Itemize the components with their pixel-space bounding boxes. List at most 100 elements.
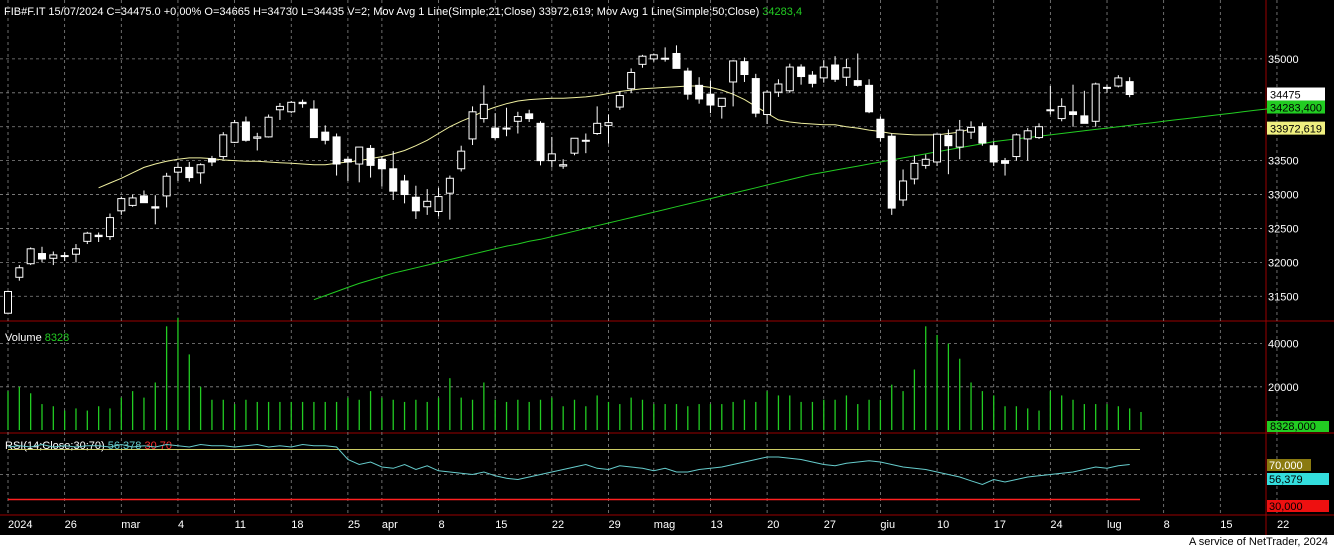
candle: [581, 139, 590, 142]
candle: [570, 137, 579, 154]
xtick-label: 17: [994, 519, 1006, 531]
candle: [230, 122, 239, 143]
candle: [989, 145, 998, 163]
xtick-label: 8: [1164, 519, 1170, 531]
xtick-label: 11: [235, 519, 246, 531]
candle: [377, 158, 386, 170]
ma50-line: [313, 107, 1278, 301]
xtick-label: giu: [880, 519, 895, 531]
candle: [71, 248, 80, 255]
candle: [355, 146, 364, 165]
candle: [672, 52, 681, 69]
candle: [321, 131, 330, 141]
volume-last-tag-bg: [1267, 421, 1329, 432]
candle: [774, 83, 783, 93]
candle: [547, 153, 556, 162]
ma21-tag: 33972,619: [1270, 124, 1322, 136]
rsi-high-tag-bg: [1267, 459, 1311, 471]
rsi-low-tag: 30,000: [1269, 501, 1303, 513]
candle: [241, 121, 250, 141]
candle: [887, 135, 896, 209]
candle: [173, 166, 182, 173]
xtick-label: 27: [824, 519, 836, 531]
candle: [1012, 134, 1021, 158]
candle: [1001, 160, 1010, 164]
candle: [604, 122, 613, 126]
candle: [37, 253, 46, 260]
candle: [502, 127, 511, 130]
candle: [978, 126, 987, 144]
xtick-label: 15: [495, 519, 507, 531]
candle: [853, 80, 862, 86]
candle: [253, 136, 262, 139]
rsi-line: [7, 443, 1130, 486]
candle: [525, 113, 534, 120]
ma50-tag-bg: [1267, 100, 1325, 114]
candle: [876, 118, 885, 139]
xtick-label: 22: [552, 519, 564, 531]
candle: [751, 78, 760, 114]
price-ytick-label: 35000: [1268, 54, 1299, 66]
price-ytick-label: 32000: [1268, 257, 1299, 269]
xtick-label: 13: [710, 519, 722, 531]
candle: [865, 84, 874, 113]
xtick-label: 10: [937, 519, 949, 531]
candle: [513, 116, 522, 122]
candle: [559, 164, 568, 167]
candle: [1069, 111, 1078, 116]
xtick-label: 4: [178, 519, 184, 531]
last-close-tag-bg: [1267, 87, 1325, 101]
xtick-label: lug: [1107, 519, 1122, 531]
candle: [105, 217, 114, 238]
candle: [536, 122, 545, 162]
footer: A service of NetTrader, 2024: [0, 535, 1334, 549]
ma21-line: [98, 85, 972, 189]
candle: [1103, 86, 1112, 89]
rsi-value-tag-bg: [1267, 473, 1329, 485]
candle: [615, 95, 624, 108]
volume-last-tag: 8328,000: [1270, 421, 1316, 433]
candle: [162, 175, 171, 197]
candle: [1057, 105, 1066, 120]
candle: [831, 64, 840, 80]
candle: [955, 129, 964, 148]
xtick-label: apr: [382, 519, 398, 531]
candle: [332, 136, 341, 165]
ma21-tag-bg: [1267, 121, 1325, 135]
candle: [899, 180, 908, 201]
candle: [434, 196, 443, 212]
candle: [683, 70, 692, 95]
candle: [468, 111, 477, 140]
candle: [196, 164, 205, 174]
xtick-label: 18: [291, 519, 303, 531]
xtick-label: 2024: [8, 519, 32, 531]
candle: [185, 166, 194, 179]
candle: [1091, 83, 1100, 122]
candle: [661, 57, 670, 60]
candle: [151, 206, 160, 209]
candle: [445, 177, 454, 194]
candle: [389, 168, 398, 192]
candle: [298, 101, 307, 105]
candle: [411, 196, 420, 212]
candle: [49, 254, 58, 259]
candle: [60, 255, 69, 258]
xtick-label: 20: [767, 519, 779, 531]
candle: [808, 74, 817, 84]
candle: [1046, 109, 1055, 112]
volume-panel-value: 8328: [45, 332, 69, 344]
header-ma50-value: 34283,4: [762, 6, 802, 18]
xtick-label: mag: [654, 519, 675, 531]
candle: [400, 180, 409, 196]
candle: [819, 66, 828, 79]
rsi-high-tag: 70,000: [1269, 460, 1303, 472]
candle: [15, 267, 24, 278]
candle: [593, 122, 602, 135]
volume-ytick-label: 40000: [1268, 339, 1299, 351]
chart-header: FIB#F.IT 15/07/2024 C=34475.0 +0,00% O=3…: [4, 6, 802, 18]
candle: [479, 103, 488, 120]
xtick-label: 22: [1277, 519, 1289, 531]
candle: [128, 197, 137, 206]
candle: [706, 93, 715, 106]
candle: [264, 116, 273, 138]
